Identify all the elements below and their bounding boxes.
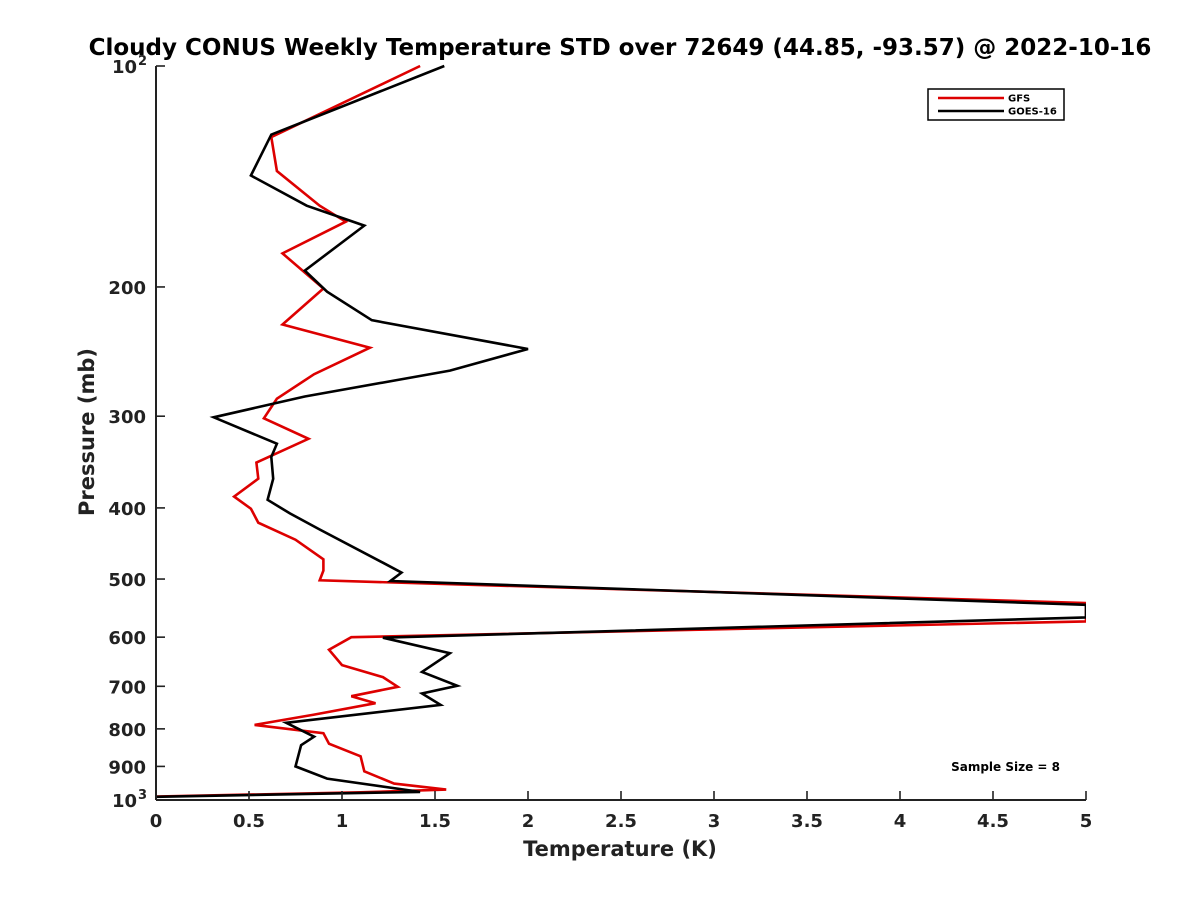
x-tick-label: 5	[1080, 811, 1093, 832]
x-tick-label: 1.5	[419, 811, 451, 832]
y-tick-label: 800	[108, 720, 146, 741]
x-tick-label: 2	[522, 811, 535, 832]
y-tick-exponent: 2	[138, 54, 147, 69]
legend-label-gfs: GFS	[1008, 94, 1030, 105]
y-tick-exponent: 3	[138, 788, 147, 803]
y-axis-label: Pressure (mb)	[75, 348, 99, 516]
sample-size-annotation: Sample Size = 8	[951, 760, 1060, 774]
x-tick-label: 4.5	[977, 811, 1009, 832]
y-tick-label: 10	[112, 791, 137, 812]
legend-label-goes16: GOES-16	[1008, 107, 1057, 118]
series-lines	[156, 64, 1086, 799]
x-tick-label: 0	[150, 811, 163, 832]
x-tick-label: 1	[336, 811, 349, 832]
series-line-gfs	[156, 64, 1086, 798]
y-tick-label: 400	[108, 499, 146, 520]
x-axis-label: Temperature (K)	[523, 837, 717, 861]
x-tick-label: 0.5	[233, 811, 265, 832]
y-tick-label: 200	[108, 278, 146, 299]
y-tick-label: 600	[108, 628, 146, 649]
y-tick-label: 300	[108, 407, 146, 428]
legend-box	[927, 88, 1065, 121]
x-tick-label: 3.5	[791, 811, 823, 832]
y-tick-label: 10	[112, 57, 137, 78]
y-tick-label: 500	[108, 570, 146, 591]
x-tick-label: 3	[708, 811, 721, 832]
legend: GFS GOES-16	[927, 88, 1065, 121]
x-tick-label: 4	[894, 811, 907, 832]
y-tick-label: 900	[108, 757, 146, 778]
x-axis-ticks: 0 0.5 1 1.5 2 2.5 3 3.5 4 4.5 5	[150, 791, 1093, 832]
y-tick-label: 700	[108, 677, 146, 698]
series-line-goes16	[156, 64, 1086, 799]
x-tick-label: 2.5	[605, 811, 637, 832]
chart-title: Cloudy CONUS Weekly Temperature STD over…	[89, 35, 1152, 61]
